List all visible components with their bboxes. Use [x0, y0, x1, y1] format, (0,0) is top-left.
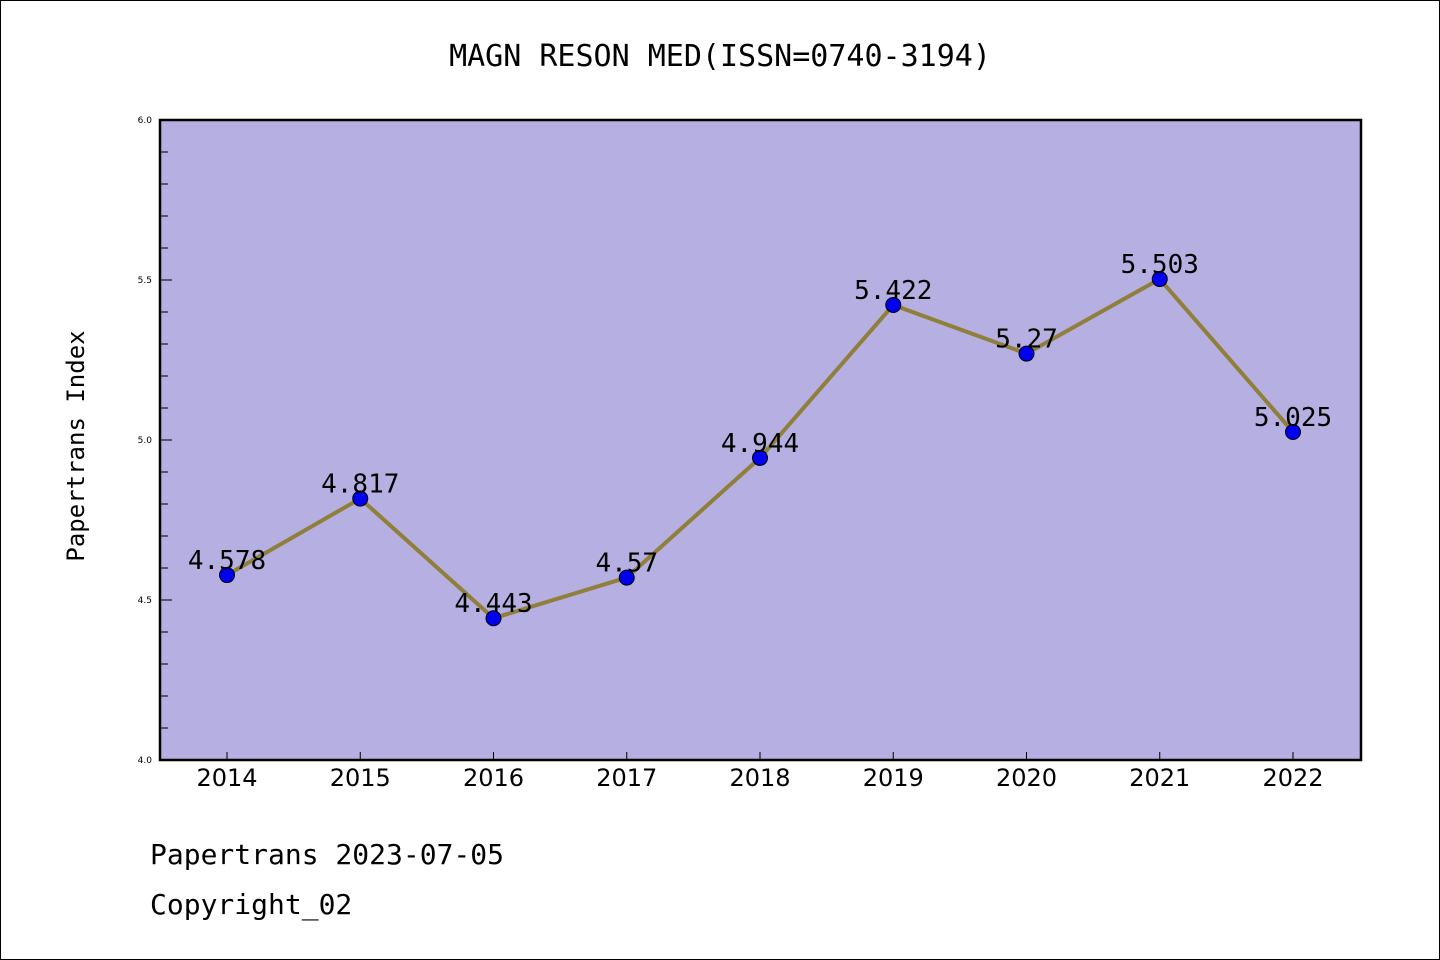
y-tick-label: 4.0 [138, 756, 153, 766]
data-point [352, 490, 369, 507]
plot-area [158, 118, 1363, 762]
y-tick-label: 4.5 [138, 596, 152, 606]
data-point [752, 449, 768, 466]
x-tick-label: 2021 [1129, 764, 1190, 792]
x-tick-label: 2015 [330, 764, 391, 792]
data-label: 5.503 [1121, 250, 1199, 280]
x-tick-label: 2019 [863, 764, 924, 792]
chart-title: MAGN RESON MED(ISSN=0740-3194) [449, 39, 991, 74]
x-tick-label: 2014 [196, 764, 257, 792]
data-label: 4.578 [188, 546, 266, 576]
data-point [1151, 271, 1168, 288]
data-label: 4.57 [595, 549, 658, 579]
data-point [1285, 424, 1301, 440]
y-axis: 4.0 4.5 5.0 5.5 6.0 [138, 116, 172, 766]
data-point [219, 567, 235, 584]
y-tick-label: 6.0 [138, 116, 153, 126]
y-tick-label: 5.5 [138, 276, 152, 286]
data-point [618, 569, 635, 586]
x-tick-label: 2018 [729, 764, 790, 792]
data-labels: 4.578 4.817 4.443 4.57 4.944 5.422 5.27 5.503 5.… [188, 250, 1332, 619]
footer-copyright: Copyright_02 [150, 888, 352, 922]
x-tick-label: 2016 [463, 764, 524, 792]
data-label: 4.944 [721, 429, 799, 459]
data-label: 5.27 [995, 325, 1058, 355]
data-label: 4.443 [454, 589, 532, 619]
y-axis-label: Papertrans Index [62, 330, 90, 561]
data-series [219, 271, 1301, 627]
x-axis: 2014 2015 2016 2017 2018 2019 2020 2021 2022 [196, 752, 1324, 792]
data-label: 4.817 [321, 470, 399, 500]
data-point [485, 610, 502, 627]
data-label: 5.025 [1254, 403, 1332, 433]
y-tick-label: 5.0 [138, 436, 153, 446]
data-point [1018, 345, 1035, 362]
data-point [885, 296, 902, 313]
data-label: 5.422 [854, 276, 932, 306]
x-tick-label: 2020 [996, 764, 1057, 792]
footer-date: Papertrans 2023-07-05 [150, 838, 504, 871]
x-tick-label: 2017 [596, 764, 657, 792]
x-tick-label: 2022 [1262, 764, 1323, 792]
